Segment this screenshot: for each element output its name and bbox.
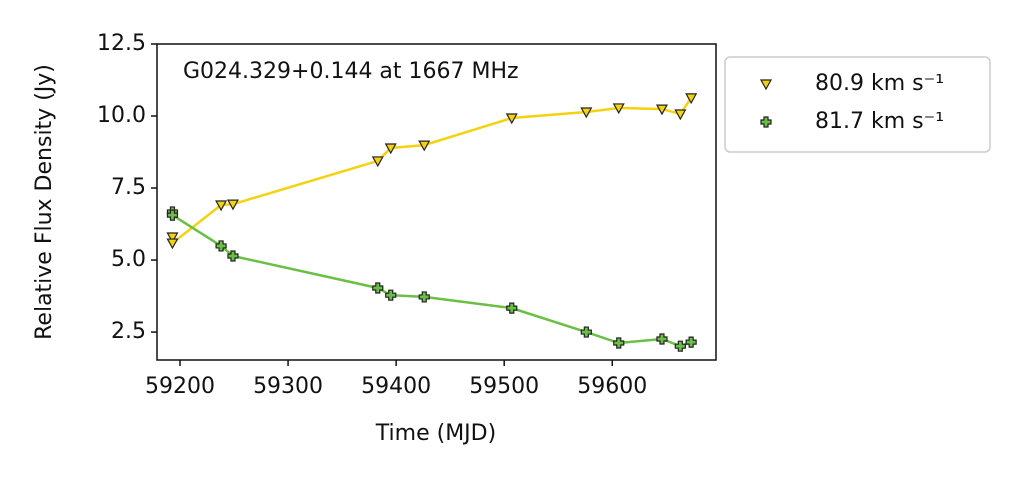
- data-point: [685, 336, 697, 348]
- y-tick-label: 5.0: [111, 247, 146, 272]
- plot-frame: [156, 43, 717, 361]
- data-point: [215, 200, 228, 212]
- series-line: [171, 97, 693, 246]
- data-point: [384, 143, 397, 155]
- data-point: [166, 238, 179, 250]
- data-point: [613, 337, 625, 349]
- legend-box: [724, 56, 991, 153]
- legend-marker: [759, 79, 773, 91]
- data-point: [612, 103, 625, 115]
- y-tick-label: 10.0: [97, 103, 146, 128]
- data-point: [674, 340, 686, 352]
- data-point: [227, 250, 239, 262]
- x-tick-label: 59500: [469, 374, 539, 399]
- data-point: [674, 109, 687, 121]
- data-point: [215, 240, 227, 252]
- data-point: [371, 156, 384, 168]
- legend-marker: [760, 116, 772, 128]
- x-tick-label: 59600: [577, 374, 647, 399]
- data-point: [655, 104, 668, 116]
- x-tick-label: 59200: [145, 374, 215, 399]
- data-point: [372, 282, 384, 294]
- x-tick-label: 59400: [361, 374, 431, 399]
- data-point: [226, 199, 239, 211]
- series-line: [171, 211, 692, 348]
- x-tick-label: 59300: [253, 374, 323, 399]
- data-point: [505, 113, 518, 125]
- y-axis-label: Relative Flux Density (Jy): [32, 64, 57, 340]
- y-tick-label: 12.5: [97, 31, 146, 56]
- data-point: [685, 93, 698, 105]
- annotation: G024.329+0.144 at 1667 MHz: [183, 59, 519, 84]
- legend-label: 80.9 km s⁻¹: [815, 71, 944, 96]
- y-tick-label: 7.5: [111, 175, 146, 200]
- x-axis-label: Time (MJD): [375, 421, 496, 446]
- data-point: [506, 302, 518, 314]
- data-point: [166, 232, 179, 244]
- data-point: [418, 291, 430, 303]
- legend-label: 81.7 km s⁻¹: [815, 109, 944, 134]
- data-point: [385, 289, 397, 301]
- data-point: [580, 107, 593, 119]
- y-tick-label: 2.5: [111, 319, 146, 344]
- data-point: [418, 140, 431, 152]
- data-point: [580, 326, 592, 338]
- data-point: [656, 333, 668, 345]
- data-point: [166, 209, 179, 221]
